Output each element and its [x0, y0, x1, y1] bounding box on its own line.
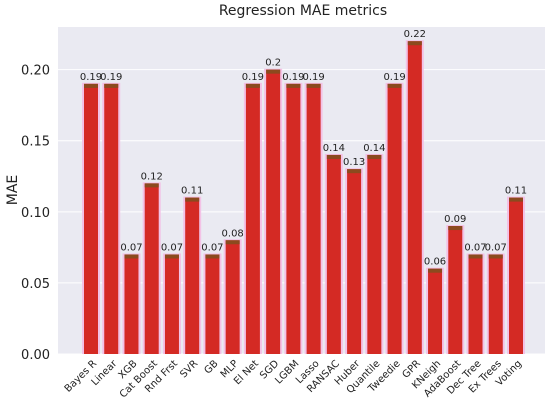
x-tick-label: SVR [178, 358, 200, 380]
data-label: 0.19 [282, 72, 304, 83]
data-label: 0.19 [242, 72, 264, 83]
data-label: 0.07 [161, 242, 183, 253]
bar [124, 254, 139, 354]
y-axis-ticks: 0.00 0.05 0.10 0.15 0.20 [21, 64, 50, 363]
bar [144, 183, 159, 354]
y-tick-label: 0.05 [21, 277, 50, 292]
bar-cap [225, 240, 240, 245]
bar [448, 226, 463, 354]
bar [509, 197, 523, 354]
bar-cap [245, 83, 260, 88]
y-axis-label: MAE [5, 175, 21, 206]
data-label: 0.07 [485, 242, 507, 253]
bar-cap [347, 169, 362, 174]
data-label: 0.07 [120, 242, 142, 253]
bar [306, 83, 321, 354]
bar [245, 83, 260, 354]
bar-cap [468, 254, 483, 259]
bar-cap [124, 254, 139, 259]
bar [185, 197, 200, 354]
data-label: 0.09 [444, 214, 466, 225]
y-tick-label: 0.15 [21, 135, 50, 150]
data-label: 0.11 [181, 186, 203, 197]
bar-cap [185, 197, 200, 202]
bar-cap [144, 183, 159, 188]
data-label: 0.14 [363, 143, 385, 154]
data-labels: 0.190.190.070.120.070.110.070.080.190.20… [80, 29, 527, 267]
data-label: 0.2 [265, 58, 281, 69]
data-label: 0.13 [343, 157, 365, 168]
bar-cap [84, 83, 98, 88]
bar [286, 83, 301, 354]
bar [225, 240, 240, 354]
bar [428, 268, 443, 354]
bar [367, 154, 382, 354]
bar-cap [407, 41, 422, 46]
data-label: 0.14 [323, 143, 345, 154]
bar [84, 83, 98, 354]
data-label: 0.19 [383, 72, 405, 83]
bar [407, 41, 422, 354]
bar-cap [448, 226, 463, 231]
bar-cap [509, 197, 523, 202]
data-label: 0.19 [100, 72, 122, 83]
bar [104, 83, 119, 354]
data-label: 0.12 [141, 171, 163, 182]
bar-cap [428, 268, 443, 273]
bar-cap [104, 83, 119, 88]
data-label: 0.11 [505, 186, 527, 197]
bar-cap [488, 254, 503, 259]
data-label: 0.06 [424, 257, 446, 268]
bar [387, 83, 402, 354]
bars [82, 40, 525, 355]
bar-cap [367, 154, 382, 159]
bar [205, 254, 220, 354]
bar [347, 169, 362, 354]
data-label: 0.07 [464, 242, 486, 253]
data-label: 0.19 [80, 72, 102, 83]
bar-cap [387, 83, 402, 88]
bar-cap [286, 83, 301, 88]
y-tick-label: 0.00 [21, 348, 50, 363]
bar [266, 69, 281, 355]
bar [326, 154, 341, 354]
bar-cap [326, 154, 341, 159]
x-tick-label: GB [202, 358, 220, 376]
bar-cap [266, 69, 281, 74]
bar-cap [306, 83, 321, 88]
data-label: 0.22 [404, 29, 426, 40]
y-tick-label: 0.20 [21, 64, 50, 79]
bar [468, 254, 483, 354]
bar [164, 254, 179, 354]
data-label: 0.07 [201, 242, 223, 253]
bar [488, 254, 503, 354]
y-tick-label: 0.10 [21, 206, 50, 221]
data-label: 0.19 [302, 72, 324, 83]
chart-title: Regression MAE metrics [219, 3, 387, 19]
bar-cap [164, 254, 179, 259]
bar-cap [205, 254, 220, 259]
data-label: 0.08 [222, 228, 244, 239]
